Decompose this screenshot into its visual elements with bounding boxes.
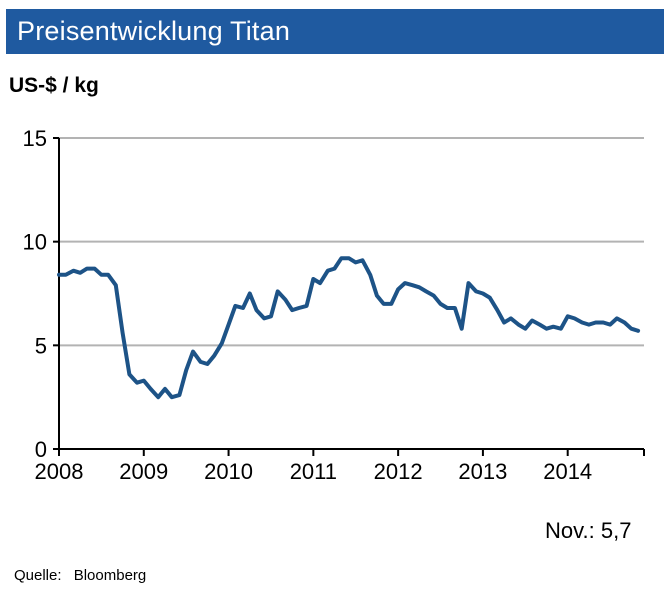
x-tick-label-2012: 2012 [374, 459, 423, 484]
y-tick-labels: 0 5 10 15 [23, 126, 47, 462]
x-tick-label-2014: 2014 [543, 459, 592, 484]
title-bar: Preisentwicklung Titan [6, 9, 664, 54]
unit-label: US-$ / kg [9, 74, 99, 97]
axes [53, 137, 645, 456]
y-tick-label-15: 15 [23, 126, 47, 151]
x-tick-label-2008: 2008 [35, 459, 84, 484]
source-value: Bloomberg [73, 567, 147, 584]
series-line-titan-price [57, 256, 641, 400]
x-tick-label-2010: 2010 [204, 459, 253, 484]
gridlines [59, 137, 644, 347]
source-note: Quelle: Bloomberg [14, 567, 146, 584]
x-tick-label-2011: 2011 [290, 459, 337, 484]
chart-title: Preisentwicklung Titan [17, 16, 291, 46]
x-tick-label-2013: 2013 [458, 459, 507, 484]
latest-value-annotation: Nov.: 5,7 [545, 518, 631, 544]
annotation-label: Nov.: [545, 518, 595, 543]
x-tick-labels: 2008 2009 2010 2011 2012 2013 2014 [35, 459, 593, 484]
source-label: Quelle: [14, 567, 62, 584]
y-tick-label-5: 5 [35, 333, 47, 358]
annotation-value: 5,7 [600, 518, 632, 543]
y-tick-label-10: 10 [23, 230, 47, 255]
y-tick-label-0: 0 [35, 437, 47, 462]
x-tick-label-2009: 2009 [119, 459, 168, 484]
